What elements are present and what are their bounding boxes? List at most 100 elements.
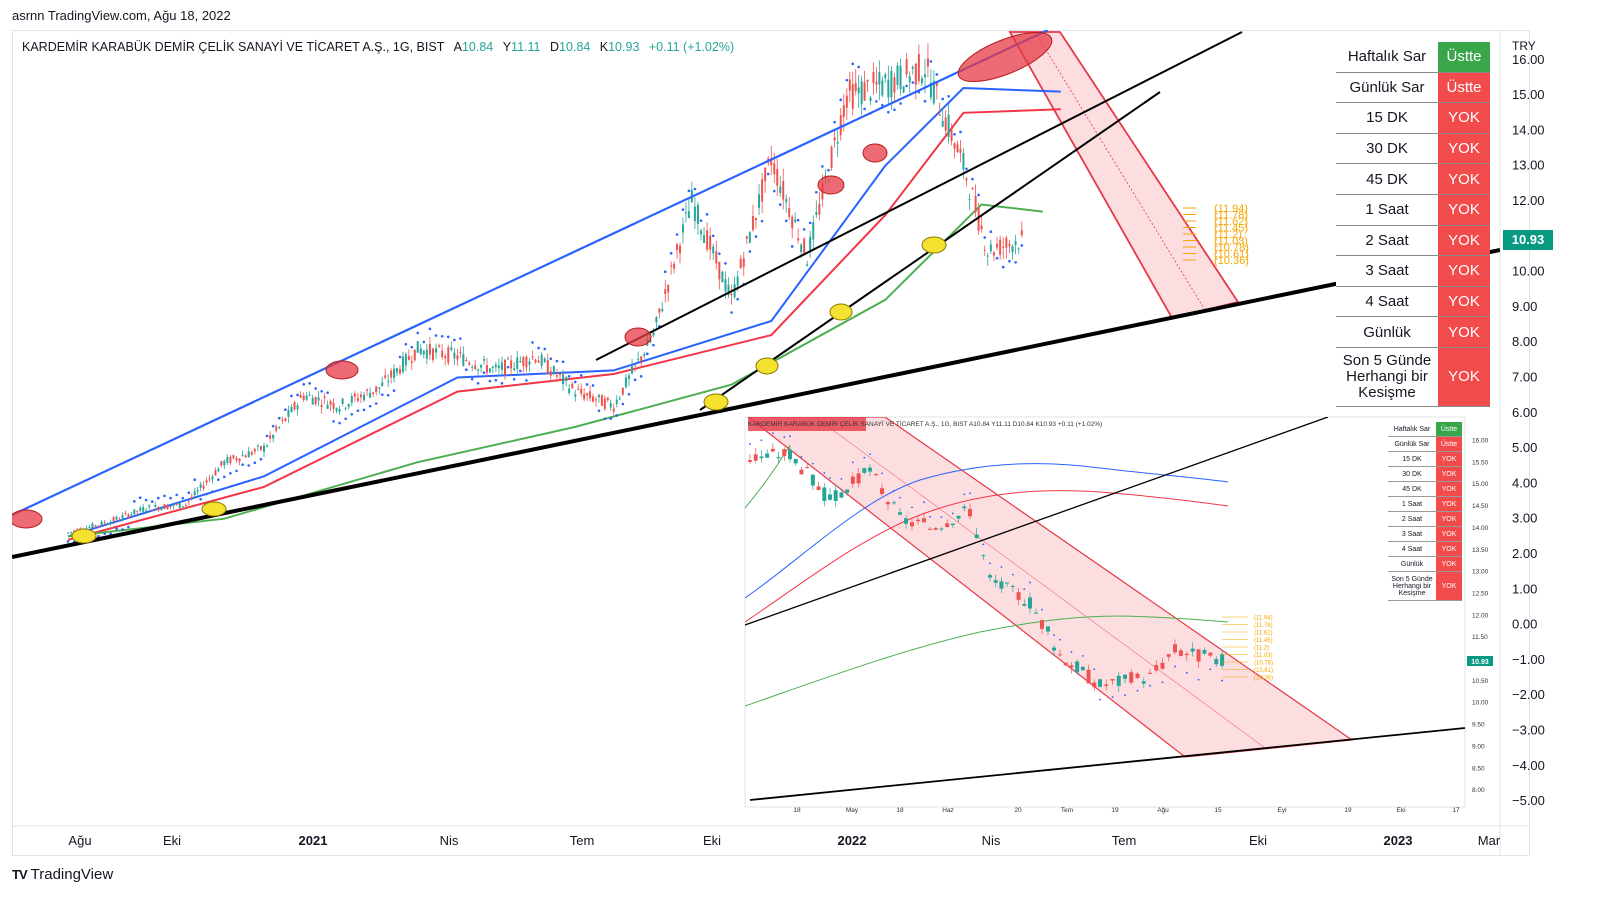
sar-dot (663, 270, 667, 274)
price-candle (262, 445, 265, 452)
inset-red-ma (745, 490, 1229, 623)
price-candle (627, 375, 630, 379)
price-candle (953, 143, 956, 149)
inset-sar-dot (1161, 681, 1164, 684)
price-candle (643, 353, 646, 356)
inset-sar-dot (1081, 655, 1084, 657)
price-candle (980, 225, 983, 230)
status-timeframe: 15 DK (1388, 451, 1436, 467)
price-candle (676, 244, 679, 251)
status-row: 15 DK YOK (1336, 102, 1490, 134)
price-candle (507, 358, 510, 360)
inset-time-tick-label: 19 (1111, 807, 1119, 814)
price-candle (519, 361, 522, 363)
inset-sar-dot (823, 472, 826, 474)
inset-price-tick-label: 8.00 (1472, 787, 1485, 794)
inset-sar-dots (749, 432, 1224, 701)
status-timeframe: Son 5 Günde Herhangi bir Kesişme (1388, 571, 1436, 601)
inset-price-axis: 16.00 15.50 15.00 14.50 14.00 13.50 13.00 12.50… (1472, 438, 1489, 795)
price-candle (308, 394, 311, 396)
inset-candle (810, 474, 815, 486)
price-candle (920, 78, 923, 83)
status-timeframe: 30 DK (1336, 133, 1438, 165)
price-tick-label: 10.00 (1512, 264, 1545, 279)
price-candle (893, 77, 896, 93)
inset-candle (898, 512, 902, 515)
price-candle (899, 65, 902, 90)
price-tick-label: 14.00 (1512, 122, 1545, 137)
inset-candle (1196, 649, 1201, 662)
price-candle (833, 137, 836, 141)
inset-candle (868, 467, 872, 472)
sar-dot (833, 120, 836, 124)
inset-sar-dot (1185, 671, 1188, 674)
inset-candle (1135, 673, 1140, 679)
inset-sar-dot (911, 506, 913, 509)
price-candle (118, 519, 121, 521)
price-candle (565, 377, 568, 381)
status-state: Üstte (1438, 42, 1490, 73)
symbol-legend[interactable]: KARDEMİR KARABÜK DEMİR ÇELİK SANAYİ VE T… (22, 40, 734, 54)
price-candle (522, 356, 525, 367)
price-candle (130, 514, 133, 516)
inset-time-tick-label: Eyl (1277, 807, 1287, 814)
price-candle (851, 84, 854, 109)
price-candle (106, 523, 109, 525)
sar-dot (730, 311, 733, 314)
status-row: 2 Saat YOK (1388, 511, 1462, 527)
price-candle (73, 530, 76, 532)
inset-candle (828, 494, 832, 500)
yellow-pivot-ellipse (703, 393, 729, 411)
price-candle (758, 194, 761, 208)
sar-dot (115, 527, 118, 531)
inset-sar-dot (969, 492, 971, 495)
price-candle (232, 455, 235, 459)
price-candle (773, 163, 776, 175)
sar-dot (271, 424, 275, 428)
price-candle (133, 509, 136, 515)
tradingview-footer[interactable]: TV TradingView (12, 866, 113, 883)
inset-sar-dot (1124, 694, 1126, 697)
sar-dot (899, 102, 902, 105)
inset-candle (1040, 620, 1044, 629)
zoomed-inset[interactable]: (11.94)(11.78) (11.62)(11.45) (11.2)(11.03… (744, 416, 1493, 814)
price-candle (848, 79, 851, 91)
status-timeframe: Son 5 Günde Herhangi bir Kesişme (1336, 347, 1438, 407)
price-candle (275, 426, 278, 431)
price-candle (670, 265, 673, 267)
red-pivot-ellipse (957, 32, 1053, 82)
inset-candle (1069, 665, 1074, 668)
price-candle (658, 308, 661, 313)
price-candle (465, 360, 468, 362)
inset-sar-dot (1070, 651, 1073, 653)
price-tick-label: 6.00 (1512, 405, 1537, 420)
price-candle (323, 396, 326, 398)
fib-level-label: (11.62) (1214, 216, 1248, 228)
sar-dot (537, 346, 540, 350)
sar-dot (929, 60, 933, 63)
price-candle (727, 284, 730, 296)
status-state: YOK (1436, 511, 1462, 527)
chart-frame[interactable] (12, 30, 1530, 856)
sar-dot (482, 371, 486, 375)
inset-candle (886, 502, 890, 505)
status-row: Son 5 Günde Herhangi bir Kesişme YOK (1388, 571, 1462, 601)
sar-dot (796, 218, 800, 222)
inset-price-tick-label: 14.50 (1472, 503, 1489, 510)
status-timeframe: 4 Saat (1336, 286, 1438, 318)
inset-red-highlight (748, 417, 866, 431)
inset-sar-dot (863, 456, 866, 459)
sar-dot (362, 408, 366, 412)
status-row: 2 Saat YOK (1336, 225, 1490, 257)
price-candle (238, 458, 241, 462)
sar-dot (971, 177, 974, 181)
inset-time-tick-label: 15 (1214, 807, 1222, 814)
inset-sar-dot (1111, 696, 1114, 698)
inset-candle (1141, 681, 1146, 684)
long-resistance-trendline (12, 30, 1049, 516)
price-candle (983, 249, 986, 251)
price-candle (199, 484, 202, 488)
price-candle (845, 95, 848, 108)
status-state: YOK (1438, 194, 1490, 226)
